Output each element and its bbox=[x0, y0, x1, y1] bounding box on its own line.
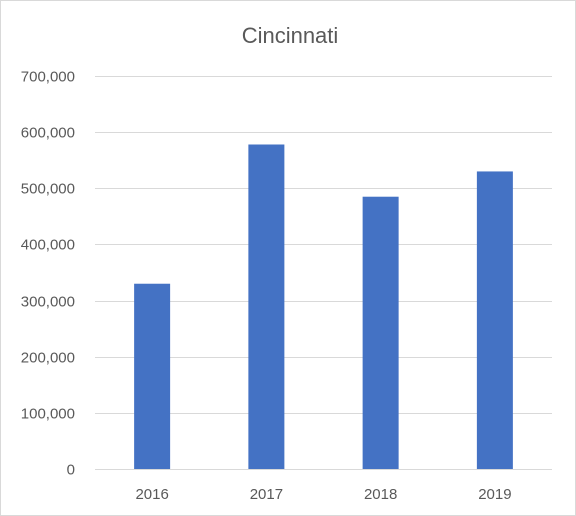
y-axis-tick-labels: 0 100,000 200,000 300,000 400,000 500,000 600,… bbox=[21, 69, 75, 479]
y-tick-label: 700,000 bbox=[21, 69, 75, 86]
y-tick-label: 200,000 bbox=[21, 350, 75, 367]
gridlines bbox=[95, 76, 552, 470]
y-tick-label: 400,000 bbox=[21, 237, 75, 254]
bar-2018 bbox=[362, 196, 399, 469]
y-tick-label: 0 bbox=[67, 462, 75, 479]
y-tick-label: 500,000 bbox=[21, 181, 75, 198]
x-tick-label: 2018 bbox=[364, 486, 397, 503]
bar-2017 bbox=[248, 144, 285, 469]
bar-2019 bbox=[476, 171, 513, 469]
y-tick-label: 300,000 bbox=[21, 294, 75, 311]
bars bbox=[134, 144, 513, 469]
x-axis-tick-labels: 2016 2017 2018 2019 bbox=[135, 486, 511, 503]
x-tick-label: 2017 bbox=[250, 486, 283, 503]
y-tick-label: 100,000 bbox=[21, 406, 75, 423]
y-tick-label: 600,000 bbox=[21, 125, 75, 142]
bar-2016 bbox=[134, 283, 171, 469]
chart-title: Cincinnati bbox=[242, 23, 339, 48]
x-tick-label: 2019 bbox=[478, 486, 511, 503]
x-tick-label: 2016 bbox=[135, 486, 168, 503]
